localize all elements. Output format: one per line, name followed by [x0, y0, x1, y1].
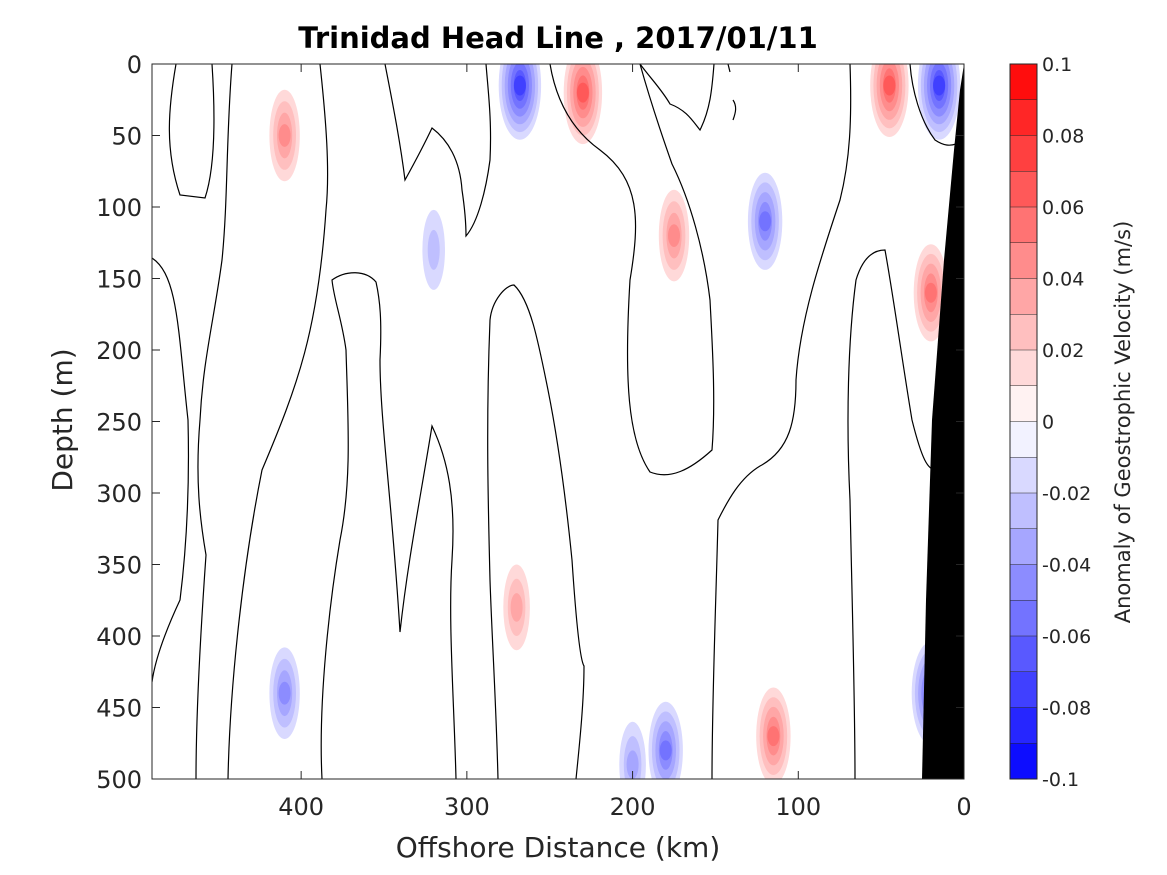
colorbar-segment [1010, 314, 1037, 351]
zero-contour [847, 249, 937, 779]
colorbar-segment [1010, 743, 1037, 780]
colorbar-tick-label: -0.08 [1042, 698, 1091, 720]
y-tick-label: 350 [96, 552, 142, 580]
colorbar-segment [1010, 385, 1037, 422]
x-axis: 400 300 200 100 0 [278, 64, 972, 821]
zero-contour [549, 64, 715, 476]
colorbar-tick-label: 0 [1042, 412, 1054, 434]
colorbar-segment [1010, 421, 1037, 458]
colorbar-segment [1010, 207, 1037, 244]
x-tick-label: 400 [278, 793, 324, 821]
velocity-band [427, 229, 440, 270]
colorbar-segment [1010, 457, 1037, 494]
velocity-band [510, 593, 523, 622]
zero-contour [320, 272, 457, 779]
colorbar-segment [1010, 99, 1037, 136]
y-tick-label: 50 [111, 123, 142, 151]
zero-contour [909, 64, 957, 146]
velocity-band [883, 75, 896, 96]
velocity-band [278, 681, 291, 705]
chart-title: Trinidad Head Line , 2017/01/11 [298, 21, 818, 55]
y-tick-label: 450 [96, 695, 142, 723]
velocity-band [626, 750, 639, 779]
y-tick-label: 250 [96, 409, 142, 437]
colorbar-segment [1010, 64, 1037, 101]
land-mask [922, 64, 964, 779]
velocity-band [513, 75, 526, 96]
zero-contour [152, 257, 190, 683]
colorbar-tick-label: 0.04 [1042, 269, 1084, 291]
velocity-band [767, 726, 780, 747]
y-tick-label: 500 [96, 766, 142, 794]
x-tick-label: 300 [444, 793, 490, 821]
colorbar-frame [1009, 63, 1038, 780]
colorbar-segment [1010, 350, 1037, 387]
zero-contour [384, 64, 492, 238]
x-tick-label: 100 [775, 793, 821, 821]
colorbar-tick-label: 0.02 [1042, 340, 1084, 362]
zero-contours [152, 64, 957, 779]
colorbar: 0.1 0.08 0.06 0.04 0.02 0 -0.02 -0.04 -0.06 -0.08… [1009, 54, 1091, 791]
colorbar-tick-label: -0.1 [1042, 769, 1079, 791]
colorbar-segment [1010, 135, 1037, 172]
velocity-field [269, 64, 961, 779]
y-tick-label: 100 [96, 194, 142, 222]
colorbar-segment [1010, 242, 1037, 279]
y-tick-label: 300 [96, 480, 142, 508]
y-tick-label: 200 [96, 337, 142, 365]
velocity-band [659, 740, 672, 761]
colorbar-segment [1010, 636, 1037, 673]
y-axis-title: Depth (m) [46, 348, 79, 491]
x-tick-label: 200 [610, 793, 656, 821]
colorbar-segment [1010, 564, 1037, 601]
velocity-band [933, 75, 946, 96]
colorbar-tick-label: 0.1 [1042, 54, 1072, 76]
zero-contour [711, 64, 852, 779]
zero-contour [227, 64, 329, 779]
velocity-band [759, 211, 772, 232]
x-axis-title: Offshore Distance (km) [396, 831, 721, 864]
x-tick-label: 0 [956, 793, 971, 821]
velocity-band [668, 224, 680, 248]
colorbar-tick-label: -0.06 [1042, 626, 1091, 648]
y-tick-label: 400 [96, 623, 142, 651]
colorbar-segment [1010, 493, 1037, 530]
colorbar-tick-label: 0.06 [1042, 197, 1084, 219]
colorbar-segment [1010, 707, 1037, 744]
colorbar-segment [1010, 278, 1037, 315]
colorbar-title: Anomaly of Geostrophic Velocity (m/s) [1111, 221, 1135, 624]
velocity-band [576, 82, 589, 103]
velocity-band [278, 124, 291, 147]
zero-contour [168, 64, 215, 199]
zero-contour [732, 99, 737, 121]
colorbar-segment [1010, 528, 1037, 565]
colorbar-segment [1010, 671, 1037, 708]
zero-contour [727, 64, 731, 73]
colorbar-tick-label: -0.04 [1042, 555, 1091, 577]
colorbar-tick-label: -0.02 [1042, 483, 1091, 505]
colorbar-segment [1010, 600, 1037, 637]
velocity-band [924, 282, 937, 303]
zero-contour [487, 284, 585, 779]
colorbar-segment [1010, 171, 1037, 208]
y-tick-label: 0 [127, 51, 142, 79]
y-tick-label: 150 [96, 266, 142, 294]
colorbar-tick-label: 0.08 [1042, 126, 1084, 148]
zero-contour [639, 64, 715, 132]
zero-contour [195, 64, 233, 779]
y-axis: 0 50 100 150 200 250 300 350 400 450 500 [96, 51, 964, 794]
